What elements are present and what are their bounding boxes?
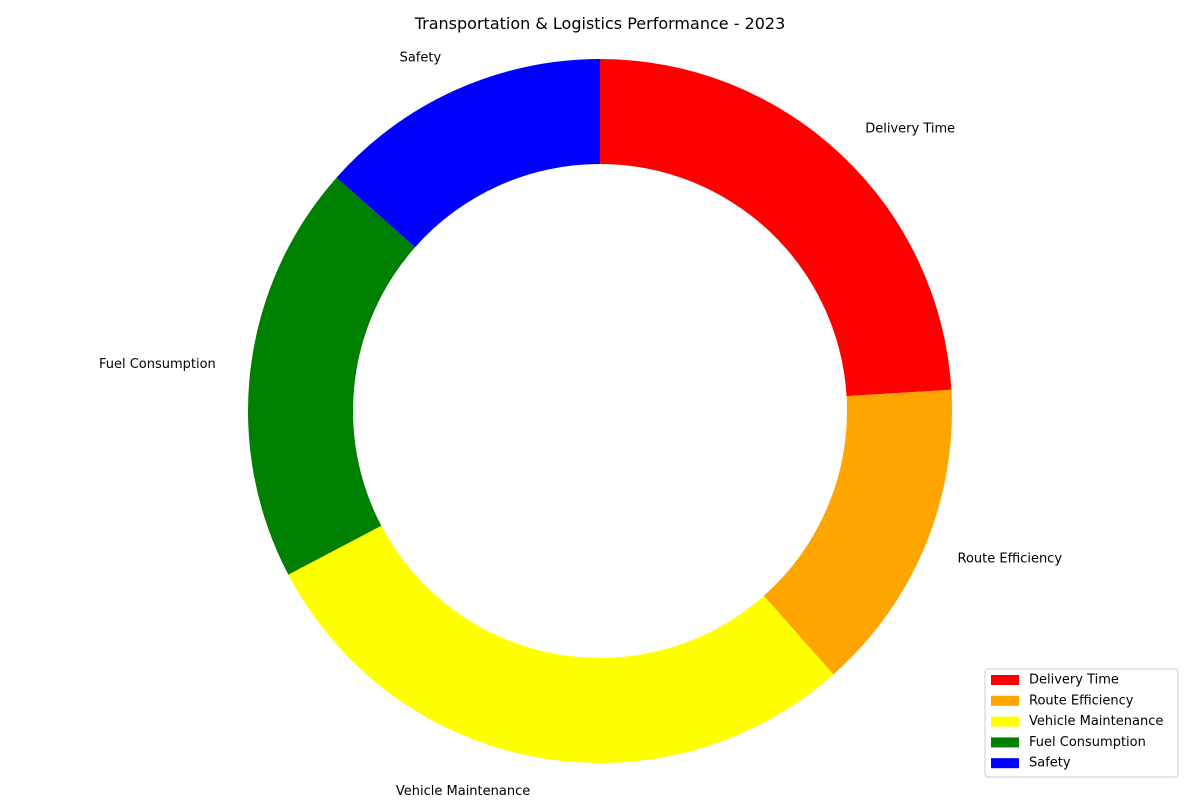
slice-vehicle-maintenance xyxy=(288,525,834,763)
legend-swatch-safety xyxy=(991,758,1019,769)
slice-safety xyxy=(336,59,600,248)
legend-label-delivery-time: Delivery Time xyxy=(1029,673,1119,688)
legend-swatch-vehicle-maintenance xyxy=(991,716,1019,727)
legend-frame xyxy=(984,668,1179,778)
legend-label-route-efficiency: Route Efficiency xyxy=(1029,693,1134,708)
legend-label-vehicle-maintenance: Vehicle Maintenance xyxy=(1029,714,1163,729)
slice-delivery-time xyxy=(600,59,952,397)
slice-route-efficiency xyxy=(763,389,952,675)
legend-label-safety: Safety xyxy=(1029,756,1071,771)
legend-swatch-fuel-consumption xyxy=(991,737,1019,748)
legend: Delivery Time Route Efficiency Vehicle Mai… xyxy=(984,668,1179,778)
legend-swatch-route-efficiency xyxy=(991,695,1019,706)
slice-label-fuel-consumption: Fuel Consumption xyxy=(99,357,216,372)
slice-fuel-consumption xyxy=(248,177,416,575)
legend-swatch-delivery-time xyxy=(991,675,1019,685)
chart-title: Transportation & Logistics Performance -… xyxy=(414,14,786,33)
slice-label-delivery-time: Delivery Time xyxy=(865,122,955,137)
slice-label-route-efficiency: Route Efficiency xyxy=(958,552,1063,567)
slice-label-safety: Safety xyxy=(400,51,442,66)
legend-label-fuel-consumption: Fuel Consumption xyxy=(1029,735,1146,750)
slice-labels-group: Delivery Time Route Efficiency Vehicle Mai… xyxy=(99,51,1062,800)
slices-group xyxy=(248,59,952,763)
legend-items: Delivery Time Route Efficiency Vehicle Mai… xyxy=(991,673,1163,771)
slice-label-vehicle-maintenance: Vehicle Maintenance xyxy=(396,784,530,799)
